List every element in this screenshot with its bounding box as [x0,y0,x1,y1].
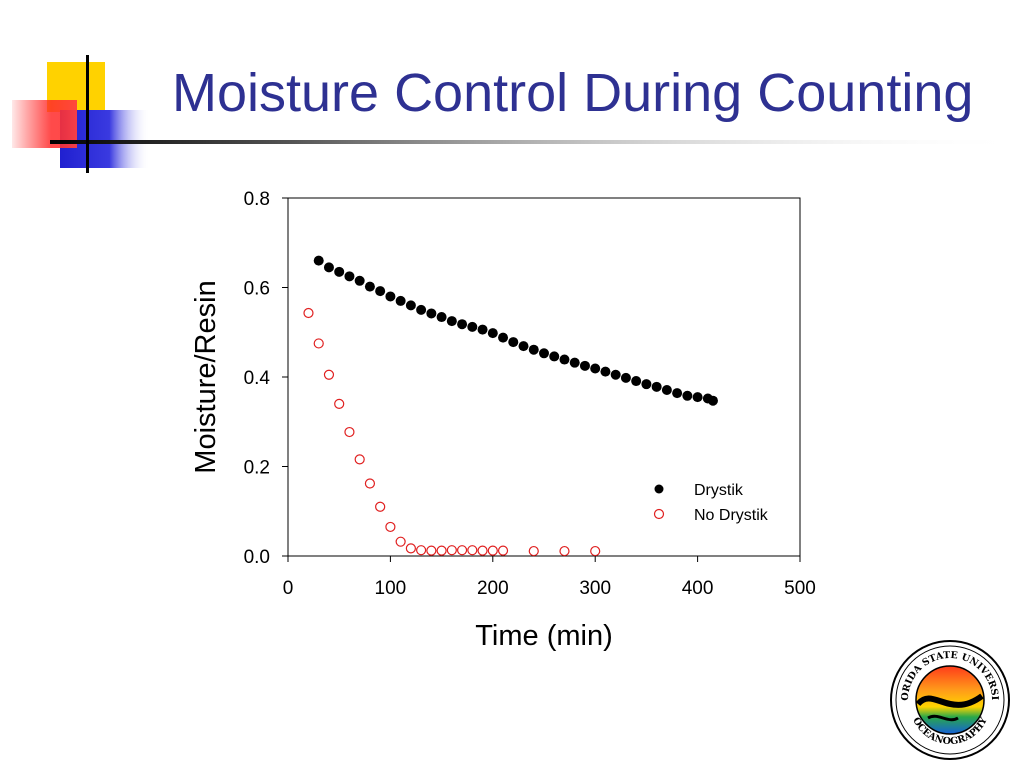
x-tick-label: 500 [784,578,816,599]
data-point-drystik [344,271,355,282]
data-point-drystik [528,344,539,355]
data-points [303,255,718,557]
data-point-drystik [487,328,498,339]
data-point-no-drystik [467,545,478,556]
data-point-no-drystik [416,545,427,556]
data-point-no-drystik [385,521,396,533]
data-point-no-drystik [334,398,345,409]
data-point-drystik [364,281,375,292]
data-point-drystik [631,376,642,387]
x-tick-label: 300 [579,578,611,599]
y-tick-label: 0.0 [244,547,270,568]
data-point-no-drystik [395,536,406,547]
data-point-no-drystik [375,501,386,512]
data-point-drystik [405,300,416,311]
data-point-drystik [477,324,488,335]
data-point-drystik [426,308,437,319]
data-point-no-drystik [364,478,376,489]
data-point-no-drystik [477,545,488,556]
plot-area-frame [287,197,801,557]
y-tick-label: 0.2 [244,458,270,479]
data-point-no-drystik [497,545,509,556]
data-point-no-drystik [487,545,498,556]
legend-marker-no-drystik [653,508,665,520]
y-tick-label: 0.8 [244,189,270,210]
data-point-drystik [672,388,683,399]
data-point-drystik [385,291,396,302]
data-point-drystik [498,332,509,343]
data-point-drystik [692,392,703,403]
x-tick-label: 400 [682,578,714,599]
data-point-drystik [559,354,570,365]
data-point-drystik [375,286,386,297]
data-point-drystik [620,372,631,383]
data-point-drystik [457,319,468,330]
data-point-no-drystik [446,545,457,556]
data-point-no-drystik [303,307,314,319]
data-point-drystik [600,366,611,377]
deco-horizontal-line [50,140,1024,144]
data-point-no-drystik [313,338,324,349]
data-point-drystik [446,316,457,327]
data-point-drystik [354,275,365,286]
x-axis-ticks: 0 100 200 300 400 500 [283,556,816,599]
data-point-drystik [590,363,601,374]
y-tick-label: 0.4 [244,368,271,389]
legend-label-no-drystik: No Drystik [694,507,769,524]
data-point-no-drystik [344,426,355,438]
data-point-drystik [661,384,672,395]
data-point-drystik [549,351,560,362]
data-point-drystik [641,379,652,390]
data-point-drystik [313,255,324,266]
slide-title: Moisture Control During Counting [172,63,974,123]
data-point-drystik [508,337,519,348]
fsu-oceanography-logo: FLORIDA STATE UNIVERSITY OCEANOGRAPHY [888,638,1010,760]
legend-marker-drystik [654,484,664,494]
data-point-no-drystik [559,545,570,557]
data-point-no-drystik [528,545,539,557]
y-tick-label: 0.6 [244,279,270,300]
x-tick-label: 0 [283,578,294,599]
data-point-drystik [436,312,447,323]
y-axis-ticks: 0.0 0.2 0.4 0.6 0.8 [244,189,288,568]
data-point-no-drystik [405,543,416,554]
data-point-no-drystik [426,545,437,556]
data-point-drystik [539,348,549,359]
data-point-no-drystik [323,369,335,380]
data-point-drystik [579,360,590,371]
data-point-no-drystik [590,545,601,557]
data-point-drystik [467,321,478,332]
x-tick-label: 200 [477,578,509,599]
chart-legend: Drystik No Drystik [653,482,769,524]
data-point-drystik [610,369,621,380]
data-point-drystik [651,381,662,392]
data-point-no-drystik [456,545,468,556]
data-point-drystik [707,395,718,406]
x-axis-title: Time (min) [475,620,612,652]
data-point-drystik [682,390,693,401]
slide-decoration [12,55,1024,173]
x-tick-label: 100 [375,578,407,599]
data-point-drystik [416,304,427,315]
data-point-drystik [323,262,334,273]
data-point-drystik [518,341,529,352]
y-axis-title: Moisture/Resin [190,280,222,473]
data-point-drystik [395,295,406,306]
legend-label-drystik: Drystik [694,482,744,499]
data-point-no-drystik [436,545,447,556]
data-point-drystik [334,266,345,277]
deco-vertical-line [86,55,89,173]
data-point-no-drystik [354,454,365,465]
data-point-drystik [569,357,580,368]
